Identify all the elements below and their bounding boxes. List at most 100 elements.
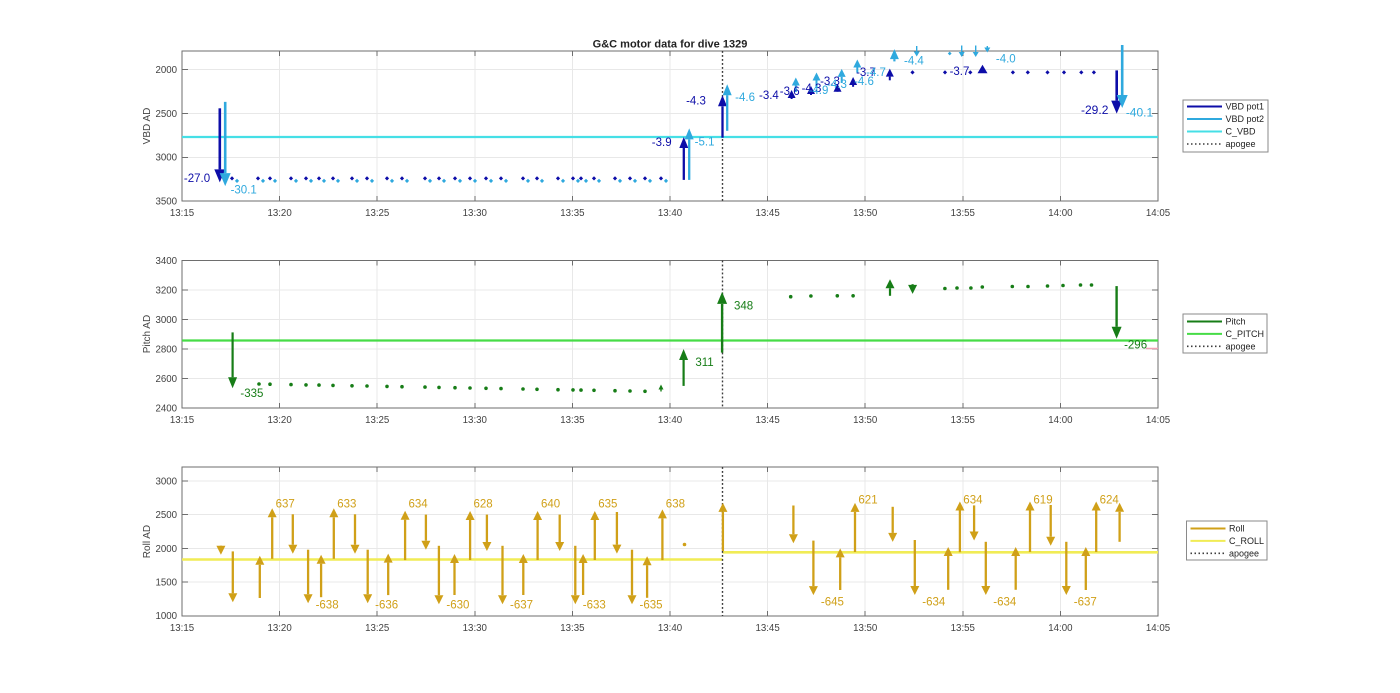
svg-text:1500: 1500 bbox=[155, 578, 177, 589]
svg-text:634: 634 bbox=[409, 499, 429, 511]
svg-text:C_VBD: C_VBD bbox=[1226, 127, 1257, 137]
svg-text:Pitch: Pitch bbox=[1226, 317, 1246, 327]
svg-text:apogee: apogee bbox=[1226, 342, 1256, 352]
svg-text:-27.0: -27.0 bbox=[184, 173, 210, 185]
svg-text:-4.7: -4.7 bbox=[866, 67, 886, 79]
svg-text:14:05: 14:05 bbox=[1146, 415, 1170, 426]
svg-text:-635: -635 bbox=[639, 600, 662, 612]
svg-text:-637: -637 bbox=[1074, 597, 1097, 609]
svg-text:-630: -630 bbox=[446, 600, 469, 612]
svg-text:13:15: 13:15 bbox=[170, 623, 194, 634]
svg-text:634: 634 bbox=[963, 495, 983, 507]
svg-text:14:00: 14:00 bbox=[1048, 208, 1073, 219]
svg-text:-4.9: -4.9 bbox=[809, 85, 829, 97]
svg-text:14:00: 14:00 bbox=[1048, 623, 1073, 634]
svg-text:13:35: 13:35 bbox=[560, 415, 584, 426]
svg-text:VBD AD: VBD AD bbox=[142, 108, 153, 145]
svg-text:13:45: 13:45 bbox=[755, 208, 779, 219]
svg-text:2600: 2600 bbox=[155, 374, 177, 385]
svg-text:Roll AD: Roll AD bbox=[142, 525, 153, 558]
svg-text:3500: 3500 bbox=[155, 196, 177, 207]
svg-text:624: 624 bbox=[1100, 495, 1120, 507]
svg-text:638: 638 bbox=[666, 499, 685, 511]
svg-text:VBD pot1: VBD pot1 bbox=[1226, 102, 1265, 112]
svg-text:13:25: 13:25 bbox=[365, 415, 389, 426]
svg-text:640: 640 bbox=[541, 499, 560, 511]
svg-text:2500: 2500 bbox=[155, 109, 177, 120]
svg-text:-4.4: -4.4 bbox=[904, 55, 924, 67]
svg-text:apogee: apogee bbox=[1229, 549, 1259, 559]
svg-text:637: 637 bbox=[276, 499, 295, 511]
svg-text:13:45: 13:45 bbox=[755, 415, 779, 426]
svg-text:-638: -638 bbox=[316, 600, 339, 612]
svg-text:Roll: Roll bbox=[1229, 524, 1245, 534]
svg-text:13:35: 13:35 bbox=[560, 623, 584, 634]
svg-text:-3.7: -3.7 bbox=[856, 67, 876, 79]
svg-text:-4.0: -4.0 bbox=[996, 54, 1016, 66]
svg-text:13:50: 13:50 bbox=[853, 623, 878, 634]
svg-text:13:20: 13:20 bbox=[267, 623, 292, 634]
svg-text:13:25: 13:25 bbox=[365, 208, 389, 219]
svg-text:13:30: 13:30 bbox=[463, 208, 488, 219]
svg-text:13:25: 13:25 bbox=[365, 623, 389, 634]
svg-text:C_PITCH: C_PITCH bbox=[1226, 329, 1265, 339]
svg-text:2800: 2800 bbox=[155, 344, 177, 355]
svg-text:2500: 2500 bbox=[155, 510, 177, 521]
svg-text:13:50: 13:50 bbox=[853, 208, 878, 219]
svg-text:-4.3: -4.3 bbox=[802, 83, 822, 95]
svg-text:633: 633 bbox=[337, 499, 356, 511]
svg-text:-296: -296 bbox=[1124, 340, 1147, 352]
svg-text:-633: -633 bbox=[583, 600, 606, 612]
svg-text:619: 619 bbox=[1033, 495, 1052, 507]
svg-text:2400: 2400 bbox=[155, 403, 177, 414]
svg-text:-4.6: -4.6 bbox=[854, 76, 874, 88]
svg-text:13:40: 13:40 bbox=[658, 415, 683, 426]
svg-text:13:55: 13:55 bbox=[951, 415, 975, 426]
svg-text:3000: 3000 bbox=[155, 315, 177, 326]
svg-text:apogee: apogee bbox=[1226, 139, 1256, 149]
svg-text:635: 635 bbox=[598, 499, 617, 511]
svg-text:-645: -645 bbox=[821, 597, 844, 609]
svg-text:13:35: 13:35 bbox=[560, 208, 584, 219]
svg-text:14:05: 14:05 bbox=[1146, 623, 1170, 634]
svg-text:3000: 3000 bbox=[155, 153, 177, 164]
svg-text:13:55: 13:55 bbox=[951, 623, 975, 634]
svg-text:13:15: 13:15 bbox=[170, 415, 194, 426]
svg-text:-636: -636 bbox=[375, 600, 398, 612]
svg-text:14:00: 14:00 bbox=[1048, 415, 1073, 426]
svg-text:-3.4: -3.4 bbox=[759, 90, 779, 102]
svg-text:-3.9: -3.9 bbox=[652, 137, 672, 149]
svg-text:-4.3: -4.3 bbox=[686, 96, 706, 108]
svg-text:13:30: 13:30 bbox=[463, 415, 488, 426]
svg-text:13:30: 13:30 bbox=[463, 623, 488, 634]
svg-text:13:45: 13:45 bbox=[755, 623, 779, 634]
svg-text:13:20: 13:20 bbox=[267, 208, 292, 219]
svg-text:1000: 1000 bbox=[155, 611, 177, 622]
svg-text:3200: 3200 bbox=[155, 285, 177, 296]
svg-text:13:15: 13:15 bbox=[170, 208, 194, 219]
svg-text:VBD pot2: VBD pot2 bbox=[1226, 114, 1265, 124]
svg-text:-3.7: -3.7 bbox=[950, 66, 970, 78]
svg-text:-634: -634 bbox=[922, 597, 946, 609]
svg-text:13:50: 13:50 bbox=[853, 415, 878, 426]
svg-text:311: 311 bbox=[695, 357, 713, 369]
svg-text:-5.1: -5.1 bbox=[695, 137, 715, 149]
svg-text:621: 621 bbox=[858, 495, 877, 507]
svg-text:3000: 3000 bbox=[155, 476, 177, 487]
svg-text:3400: 3400 bbox=[155, 256, 177, 267]
svg-text:-634: -634 bbox=[993, 597, 1017, 609]
svg-text:13:40: 13:40 bbox=[658, 623, 683, 634]
svg-text:13:40: 13:40 bbox=[658, 208, 683, 219]
svg-text:-637: -637 bbox=[510, 600, 533, 612]
svg-text:2000: 2000 bbox=[155, 65, 177, 76]
svg-text:-3.3: -3.3 bbox=[820, 76, 840, 88]
svg-text:G&C motor data for dive 1329: G&C motor data for dive 1329 bbox=[593, 39, 748, 51]
svg-text:348: 348 bbox=[734, 300, 753, 312]
svg-text:14:05: 14:05 bbox=[1146, 208, 1170, 219]
svg-text:13:55: 13:55 bbox=[951, 208, 975, 219]
svg-text:-335: -335 bbox=[240, 388, 263, 400]
svg-text:-4.3: -4.3 bbox=[827, 79, 847, 91]
svg-text:-29.2: -29.2 bbox=[1081, 103, 1109, 117]
svg-text:-4.6: -4.6 bbox=[735, 92, 755, 104]
svg-text:13:20: 13:20 bbox=[267, 415, 292, 426]
